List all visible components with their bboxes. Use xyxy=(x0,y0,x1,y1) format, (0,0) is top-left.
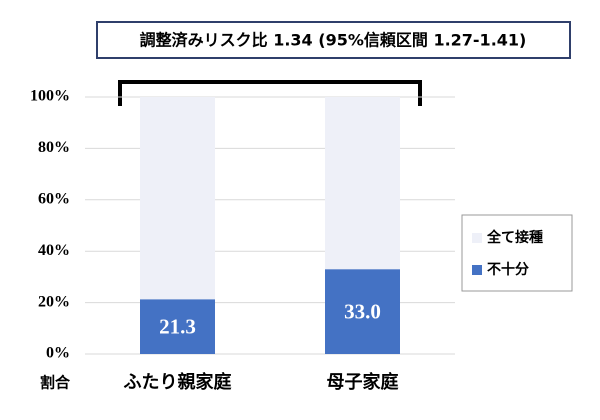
legend-label: 全て接種 xyxy=(486,229,543,246)
data-label: 21.3 xyxy=(159,314,196,338)
y-axis-label: 割合 xyxy=(40,374,71,392)
annotation-box xyxy=(96,21,571,59)
y-tick-label: 80% xyxy=(38,139,70,156)
y-tick-label: 20% xyxy=(38,293,70,310)
legend-swatch xyxy=(472,233,482,243)
annotation: 調整済みリスク比 1.34 (95%信頼区間 1.27-1.41) xyxy=(140,31,527,50)
legend-swatch xyxy=(472,265,482,275)
bracket xyxy=(118,80,422,106)
y-tick-label: 40% xyxy=(38,242,70,259)
bar-segment xyxy=(325,269,400,354)
x-tick-label: ふたり親家庭 xyxy=(124,371,232,393)
bar-segment xyxy=(140,299,215,354)
bar-segment xyxy=(140,97,215,300)
y-tick-label: 60% xyxy=(38,190,70,207)
bar-segment xyxy=(325,97,400,270)
x-tick-label: 母子家庭 xyxy=(327,371,399,393)
y-tick-label: 100% xyxy=(30,88,70,105)
legend-label: 不十分 xyxy=(487,261,529,278)
data-label: 33.0 xyxy=(344,299,381,323)
legend xyxy=(461,214,573,292)
y-tick-label: 0% xyxy=(46,345,70,362)
